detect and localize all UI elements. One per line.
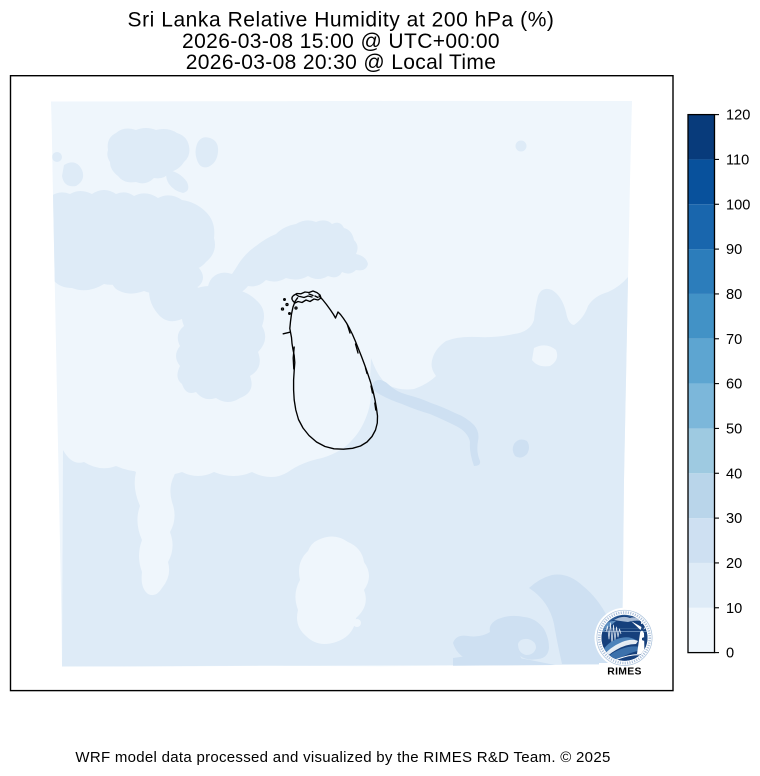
- svg-text:10: 10: [726, 601, 742, 617]
- svg-text:100: 100: [726, 197, 750, 213]
- svg-text:0: 0: [726, 646, 734, 662]
- svg-text:50: 50: [726, 421, 742, 437]
- svg-text:120: 120: [726, 108, 750, 124]
- svg-text:2026-03-08 20:30 @ Local Time: 2026-03-08 20:30 @ Local Time: [186, 51, 497, 74]
- svg-text:Sri Lanka Relative Humidity at: Sri Lanka Relative Humidity at 200 hPa (…: [128, 9, 555, 32]
- svg-text:RIMES: RIMES: [607, 667, 641, 678]
- svg-text:60: 60: [726, 377, 742, 393]
- svg-text:40: 40: [726, 466, 742, 482]
- svg-text:20: 20: [726, 556, 742, 572]
- svg-text:WRF model data processed and v: WRF model data processed and visualized …: [75, 749, 610, 766]
- svg-text:70: 70: [726, 332, 742, 348]
- svg-text:110: 110: [726, 152, 749, 168]
- svg-text:2026-03-08 15:00 @ UTC+00:00: 2026-03-08 15:00 @ UTC+00:00: [182, 30, 500, 53]
- svg-text:80: 80: [726, 287, 742, 303]
- svg-text:30: 30: [726, 511, 742, 527]
- svg-text:90: 90: [726, 242, 742, 258]
